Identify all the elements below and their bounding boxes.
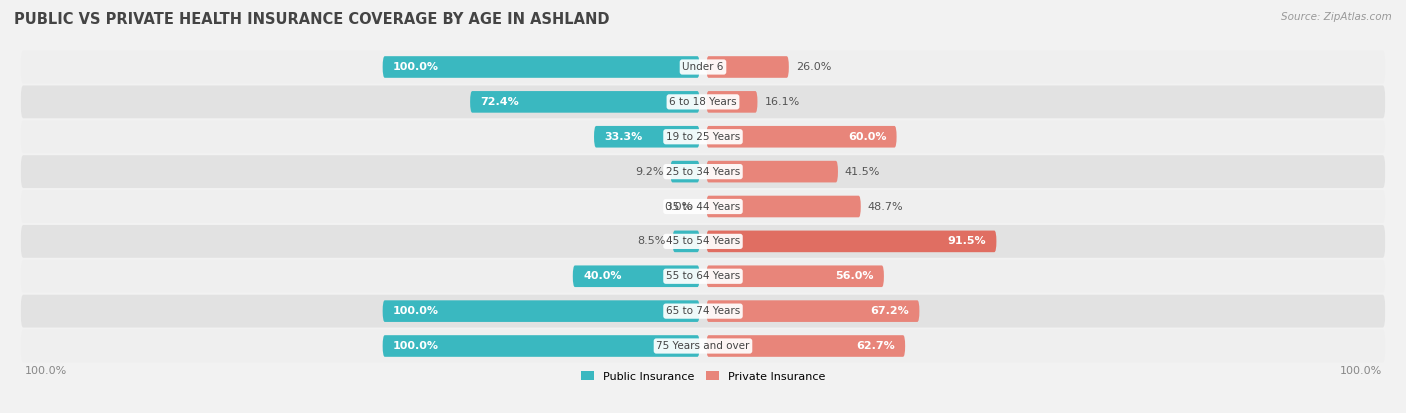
Text: 72.4%: 72.4%	[481, 97, 519, 107]
FancyBboxPatch shape	[382, 335, 700, 357]
FancyBboxPatch shape	[21, 51, 1385, 83]
Text: 100.0%: 100.0%	[394, 306, 439, 316]
FancyBboxPatch shape	[706, 266, 884, 287]
Text: 6 to 18 Years: 6 to 18 Years	[669, 97, 737, 107]
Text: 62.7%: 62.7%	[856, 341, 894, 351]
Text: 67.2%: 67.2%	[870, 306, 910, 316]
Text: 0.0%: 0.0%	[665, 202, 693, 211]
FancyBboxPatch shape	[706, 335, 905, 357]
FancyBboxPatch shape	[382, 300, 700, 322]
FancyBboxPatch shape	[21, 85, 1385, 118]
Text: 100.0%: 100.0%	[24, 366, 66, 376]
Text: 60.0%: 60.0%	[848, 132, 886, 142]
Text: 35 to 44 Years: 35 to 44 Years	[666, 202, 740, 211]
Text: 33.3%: 33.3%	[605, 132, 643, 142]
Text: 26.0%: 26.0%	[796, 62, 831, 72]
FancyBboxPatch shape	[706, 161, 838, 183]
FancyBboxPatch shape	[672, 230, 700, 252]
FancyBboxPatch shape	[706, 126, 897, 147]
FancyBboxPatch shape	[21, 225, 1385, 258]
FancyBboxPatch shape	[706, 91, 758, 113]
Text: Source: ZipAtlas.com: Source: ZipAtlas.com	[1281, 12, 1392, 22]
Text: 100.0%: 100.0%	[394, 62, 439, 72]
FancyBboxPatch shape	[21, 190, 1385, 223]
FancyBboxPatch shape	[21, 260, 1385, 293]
FancyBboxPatch shape	[593, 126, 700, 147]
Text: 9.2%: 9.2%	[636, 166, 664, 177]
FancyBboxPatch shape	[21, 155, 1385, 188]
FancyBboxPatch shape	[470, 91, 700, 113]
Text: 65 to 74 Years: 65 to 74 Years	[666, 306, 740, 316]
Text: 25 to 34 Years: 25 to 34 Years	[666, 166, 740, 177]
Text: 100.0%: 100.0%	[1340, 366, 1382, 376]
Text: 48.7%: 48.7%	[868, 202, 903, 211]
FancyBboxPatch shape	[706, 196, 860, 217]
Text: 41.5%: 41.5%	[845, 166, 880, 177]
Text: 55 to 64 Years: 55 to 64 Years	[666, 271, 740, 281]
Text: 16.1%: 16.1%	[765, 97, 800, 107]
Text: 19 to 25 Years: 19 to 25 Years	[666, 132, 740, 142]
Text: 100.0%: 100.0%	[394, 341, 439, 351]
Text: 75 Years and over: 75 Years and over	[657, 341, 749, 351]
FancyBboxPatch shape	[21, 330, 1385, 362]
Text: 91.5%: 91.5%	[948, 236, 986, 247]
Text: 8.5%: 8.5%	[637, 236, 665, 247]
FancyBboxPatch shape	[382, 56, 700, 78]
FancyBboxPatch shape	[21, 295, 1385, 328]
FancyBboxPatch shape	[671, 161, 700, 183]
Text: 40.0%: 40.0%	[583, 271, 621, 281]
Text: Under 6: Under 6	[682, 62, 724, 72]
FancyBboxPatch shape	[21, 120, 1385, 153]
FancyBboxPatch shape	[572, 266, 700, 287]
Text: 45 to 54 Years: 45 to 54 Years	[666, 236, 740, 247]
FancyBboxPatch shape	[706, 56, 789, 78]
Legend: Public Insurance, Private Insurance: Public Insurance, Private Insurance	[576, 367, 830, 386]
FancyBboxPatch shape	[706, 300, 920, 322]
FancyBboxPatch shape	[706, 230, 997, 252]
Text: PUBLIC VS PRIVATE HEALTH INSURANCE COVERAGE BY AGE IN ASHLAND: PUBLIC VS PRIVATE HEALTH INSURANCE COVER…	[14, 12, 610, 27]
Text: 56.0%: 56.0%	[835, 271, 873, 281]
